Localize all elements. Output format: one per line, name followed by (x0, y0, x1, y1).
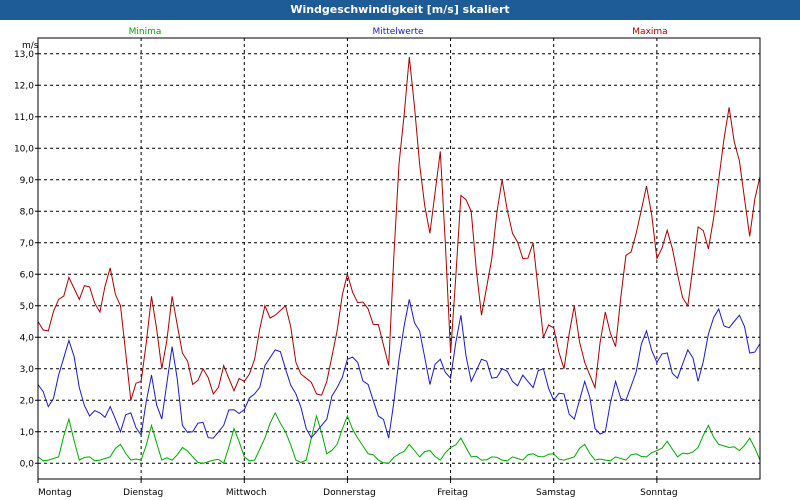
y-tick-label: 4,0 (20, 333, 35, 343)
x-tick-day-label: Samstag (536, 488, 575, 498)
y-tick-label: 7,0 (20, 239, 35, 249)
y-axis-unit: m/s (22, 41, 39, 51)
y-tick-label: 2,0 (20, 396, 35, 406)
legend-minima: Minima (129, 27, 162, 37)
plot-background (38, 38, 760, 479)
x-tick-day-label: Mittwoch (226, 488, 267, 498)
x-tick-day-label: Dienstag (123, 488, 163, 498)
series-line-mittelwerte (37, 299, 761, 439)
grid-lines (38, 38, 760, 479)
window-title: Windgeschwindigkeit [m/s] skaliert (0, 0, 800, 20)
y-tick-label: 3,0 (20, 365, 35, 375)
y-tick-label: 9,0 (20, 176, 35, 186)
legend: Minima Mittelwerte Maxima (129, 27, 668, 37)
x-tick-day-label: Sonntag (640, 488, 677, 498)
y-tick-label: 1,0 (20, 428, 35, 438)
y-tick-label: 6,0 (20, 270, 35, 280)
y-tick-label: 10,0 (14, 144, 34, 154)
series-line-minima (37, 411, 761, 465)
y-tick-label: 11,0 (14, 113, 34, 123)
x-tick-day-label: Freitag (437, 488, 468, 498)
chart-area: 0,0 1,0 2,0 3,0 4,0 5,0 6,0 7,0 8,0 9,0 10,0 11,0 12… (14, 27, 761, 498)
x-tick-day-label: Donnerstag (323, 488, 376, 498)
plot-frame (37, 37, 761, 480)
y-tick-label: 12,0 (14, 81, 34, 91)
y-tick-label: 13,0 (14, 50, 34, 60)
y-tick-label: 0,0 (20, 459, 35, 469)
axes: 0,0 1,0 2,0 3,0 4,0 5,0 6,0 7,0 8,0 9,0 10,0 11,0 12… (14, 37, 761, 498)
series-line-maxima (37, 56, 761, 401)
legend-mittelwerte: Mittelwerte (372, 27, 423, 37)
legend-maxima: Maxima (632, 27, 667, 37)
y-tick-label: 8,0 (20, 207, 35, 217)
series-lines (37, 56, 761, 465)
x-tick-day-label: Montag (38, 488, 72, 498)
y-tick-label: 5,0 (20, 302, 35, 312)
